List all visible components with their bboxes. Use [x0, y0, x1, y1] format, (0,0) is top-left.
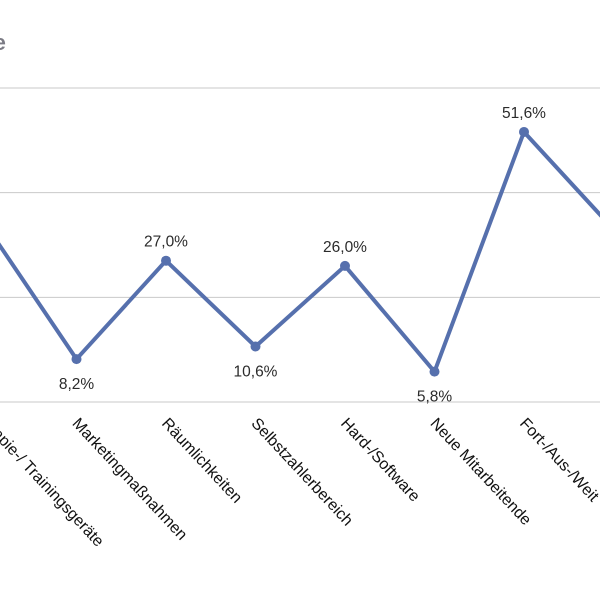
data-label: 27,0%	[144, 234, 188, 251]
chart-title: te	[0, 30, 6, 56]
data-point	[429, 366, 440, 377]
data-label: 26,0%	[323, 239, 367, 256]
x-tick-label: Selbstzahlerbereich	[248, 415, 356, 529]
x-tick-label: Neue Mitarbeitende	[427, 415, 535, 529]
series-line	[0, 129, 600, 374]
x-tick-label: Hard-/Software	[337, 415, 423, 505]
gridlines	[0, 87, 600, 403]
x-tick-label: Fort-/Aus-/Weit	[516, 415, 600, 505]
data-point	[250, 341, 261, 352]
data-point	[71, 354, 82, 365]
data-label: 5,8%	[417, 389, 453, 406]
data-points	[71, 126, 529, 377]
data-point	[519, 126, 529, 137]
data-label: 10,6%	[234, 364, 278, 381]
series-line-group	[0, 129, 600, 374]
x-axis-tick-labels: erapie-/ TrainingsgeräteMarketingmaßnahm…	[0, 415, 600, 550]
x-tick-label: Räumlichkeiten	[158, 415, 245, 507]
data-point	[161, 255, 171, 266]
data-point	[340, 260, 350, 271]
data-labels: %8,2%27,0%10,6%26,0%5,8%51,6%2	[59, 105, 546, 406]
data-label: 8,2%	[59, 376, 95, 393]
data-label: 51,6%	[502, 105, 546, 122]
